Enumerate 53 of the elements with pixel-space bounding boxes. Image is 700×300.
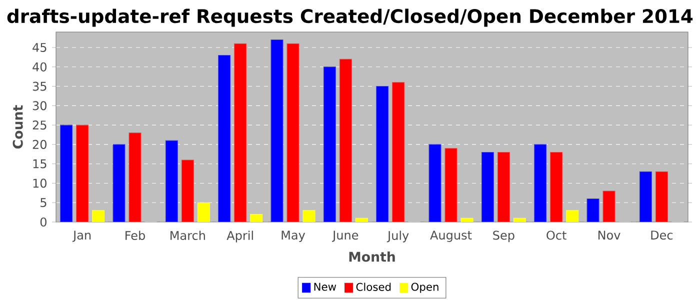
bar [234,43,247,222]
bar [497,152,510,222]
bar [181,160,194,222]
bar [566,210,578,222]
y-tick-label: 40 [32,62,46,72]
bar [128,132,142,222]
bar [165,140,178,222]
y-tick-label: 0 [40,217,46,227]
bar [270,39,284,222]
bar [655,171,668,222]
x-tick-label: Nov [598,230,620,240]
x-tick-label: Oct [546,230,566,240]
bar [218,55,231,222]
bar [92,210,104,222]
bar [112,144,126,222]
x-tick-label: March [170,230,205,240]
bar [286,43,300,222]
x-tick-label: April [226,230,253,242]
bar [428,144,442,222]
y-tick-label: 15 [33,159,46,168]
bar [550,152,563,222]
x-axis-title: Month [349,251,395,262]
bar [444,148,458,222]
legend-label: Closed [356,282,391,291]
x-tick-label: July [386,230,409,242]
bar [197,202,210,222]
y-tick-label: 35 [32,82,46,91]
bar [323,66,336,222]
legend-label: New [314,282,336,291]
bar [60,124,73,222]
y-tick-label: 10 [33,178,46,188]
x-tick-label: Jan [72,230,91,242]
y-tick-label: 25 [32,120,46,130]
y-tick-label: 30 [32,101,46,110]
x-tick-label: Dec [651,230,673,240]
bar [534,144,547,222]
y-axis-title: Count [12,105,23,148]
bar [76,124,89,222]
bar [392,82,405,222]
x-tick-label: May [282,230,306,242]
x-tick-label: Sep [493,230,514,242]
y-tick-label: 5 [40,198,46,208]
bar [481,152,494,222]
bar [639,171,652,222]
x-tick-label: Feb [126,230,145,240]
bar [339,58,352,222]
chart-title: drafts-update-ref Requests Created/Closed/Open December 2014 [7,8,693,27]
y-tick-label: 45 [32,43,46,52]
y-tick-label: 20 [32,140,46,149]
x-tick-label: August [430,230,472,242]
x-tick-label: June [332,230,358,242]
legend-label: Open [411,282,438,293]
bar [376,86,389,222]
